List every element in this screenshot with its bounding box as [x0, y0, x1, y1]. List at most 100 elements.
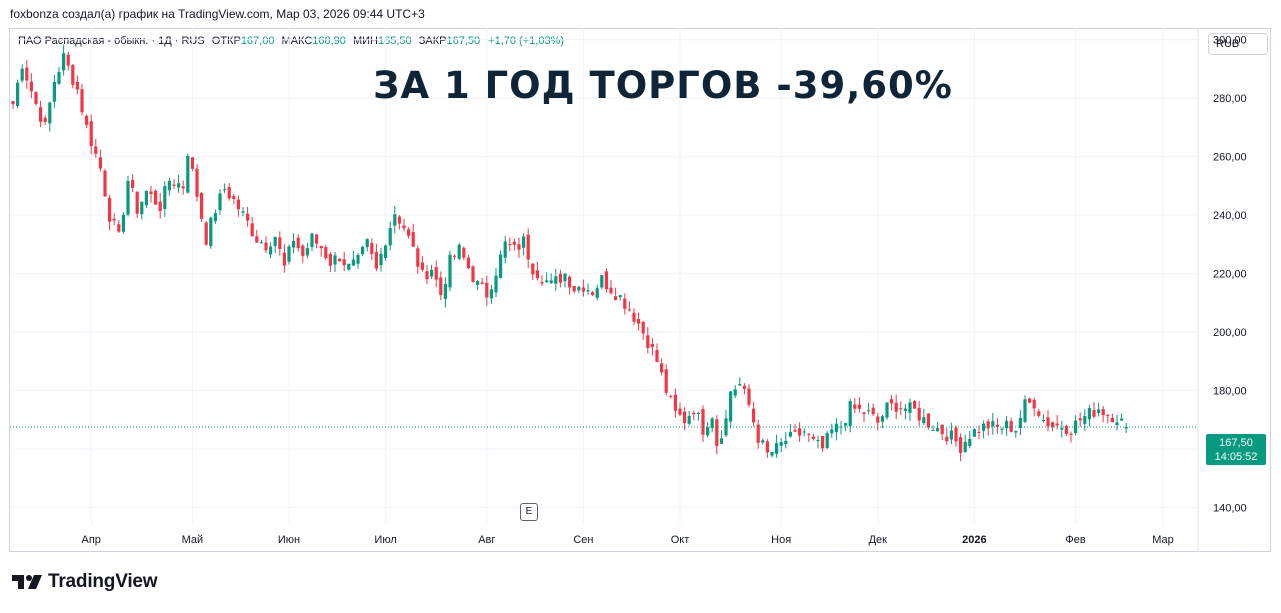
candle-body: [273, 236, 277, 247]
candle-body: [1078, 418, 1082, 421]
x-tick-label: Июн: [278, 534, 300, 546]
candle-body: [269, 246, 273, 255]
candle-body: [1064, 425, 1068, 434]
candle-body: [11, 101, 15, 105]
candle-body: [733, 389, 737, 396]
candle-body: [154, 190, 158, 205]
low-value: 165,50: [378, 35, 412, 47]
candle-body: [655, 350, 659, 362]
change-value: +1,70 (+1,03%): [488, 35, 565, 47]
candle-body: [420, 262, 424, 270]
candle-body: [48, 102, 52, 124]
y-tick-label: 260,00: [1213, 152, 1247, 164]
candle-body: [1060, 428, 1064, 430]
candle-body: [627, 309, 631, 311]
candle-body: [140, 201, 144, 215]
candle-body: [922, 417, 926, 424]
symbol-name[interactable]: ПАО Распадская - обыкн. · 1Д · RUS: [18, 35, 205, 47]
candle-body: [701, 408, 705, 435]
candle-body: [673, 394, 677, 411]
candle-body: [1041, 419, 1045, 421]
x-tick-label: Окт: [671, 534, 690, 546]
candle-body: [558, 273, 562, 283]
candle-body: [554, 276, 558, 284]
candle-body: [830, 429, 834, 434]
candle-body: [660, 363, 664, 373]
candle-body: [729, 391, 733, 422]
candle-body: [853, 404, 857, 409]
candle-body: [545, 280, 549, 283]
candle-body: [848, 401, 852, 427]
close-value: 167,50: [446, 35, 481, 47]
candle-body: [936, 428, 940, 432]
tradingview-logo[interactable]: TradingView: [12, 571, 158, 593]
candle-body: [236, 199, 240, 210]
candle-body: [1009, 421, 1013, 432]
candle-body: [1037, 411, 1041, 416]
candle-body: [384, 245, 388, 259]
candle-body: [66, 54, 70, 66]
candle-body: [264, 242, 268, 251]
candle-body: [591, 292, 595, 296]
candle-body: [34, 91, 38, 104]
candle-body: [85, 115, 89, 125]
candle-body: [752, 408, 756, 423]
candle-body: [788, 431, 792, 437]
candle-body: [16, 82, 20, 107]
candle-body: [319, 245, 323, 249]
candle-body: [126, 180, 130, 215]
candle-body: [798, 428, 802, 436]
x-tick-label: Дек: [869, 534, 888, 546]
candle-body: [1115, 422, 1119, 426]
candle-body: [62, 53, 66, 71]
candle-body: [1101, 409, 1105, 416]
candle-body: [604, 271, 608, 290]
candle-body: [466, 257, 470, 269]
candle-body: [991, 421, 995, 427]
candle-body: [347, 263, 351, 270]
candle-body: [871, 407, 875, 415]
candle-body: [650, 343, 654, 348]
candle-body: [1120, 418, 1124, 421]
candle-body: [949, 430, 953, 440]
candle-body: [903, 408, 907, 411]
candle-body: [1055, 423, 1059, 426]
candle-body: [963, 441, 967, 453]
candle-body: [1014, 430, 1018, 433]
y-tick-label: 300,00: [1213, 35, 1247, 47]
candle-body: [1087, 408, 1091, 420]
currency-button[interactable]: RUB: [1208, 33, 1268, 55]
candle-body: [696, 412, 700, 414]
candle-body: [71, 65, 75, 85]
x-tick-label: Сен: [573, 534, 593, 546]
earnings-event-marker[interactable]: E: [520, 503, 538, 521]
candle-body: [402, 225, 406, 229]
candle-body: [1023, 399, 1027, 422]
candle-body: [361, 246, 365, 255]
candle-body: [821, 435, 825, 449]
candle-body: [296, 237, 300, 249]
candle-body: [1110, 417, 1114, 423]
candle-body: [982, 423, 986, 431]
candle-body: [407, 229, 411, 236]
candle-body: [825, 433, 829, 448]
candle-body: [867, 410, 871, 412]
candle-body: [411, 232, 415, 247]
candle-body: [186, 155, 190, 193]
candle-body: [379, 253, 383, 266]
candle-body: [223, 189, 227, 191]
candle-body: [89, 121, 93, 147]
candle-body: [913, 400, 917, 409]
x-tick-label: Июл: [374, 534, 396, 546]
candle-body: [540, 282, 544, 284]
candle-body: [770, 451, 774, 456]
candle-body: [98, 157, 102, 169]
candle-body: [793, 430, 797, 432]
candle-body: [232, 196, 236, 199]
candle-body: [448, 254, 452, 288]
candle-body: [595, 288, 599, 298]
candle-body: [190, 157, 194, 169]
candle-body: [416, 248, 420, 267]
candle-body: [195, 168, 199, 197]
